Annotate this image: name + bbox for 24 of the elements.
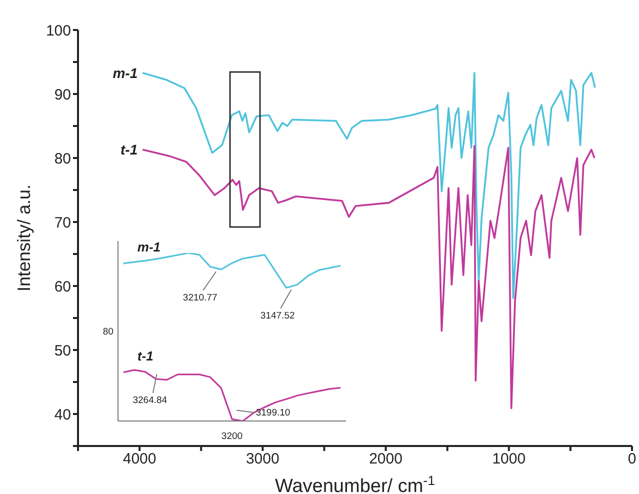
annotation: 3199.10 <box>256 408 290 419</box>
y-tick-label: 70 <box>54 214 71 232</box>
y-tick-label: 50 <box>54 342 71 360</box>
annotation: 3147.52 <box>260 310 295 322</box>
y-axis-title: Intensity/ a.u. <box>14 184 34 292</box>
y-tick-label: 40 <box>54 406 71 424</box>
x-tick-label: 3000 <box>246 450 280 468</box>
series-label: m-1 <box>112 64 138 81</box>
series-label: t-1 <box>137 348 154 364</box>
x-tick-label: 2000 <box>369 450 402 468</box>
y-tick-label: 80 <box>54 150 71 168</box>
x-tick-label: 0 <box>628 450 636 468</box>
y-tick-label: 90 <box>54 86 71 104</box>
series-label: t-1 <box>120 142 138 158</box>
y-tick-label: 60 <box>54 278 71 296</box>
y-tick-label: 100 <box>46 22 71 40</box>
annotation: 3264.84 <box>132 395 168 406</box>
annotation: 3200 <box>221 431 243 442</box>
x-tick-label: 4000 <box>122 450 156 468</box>
x-axis-title: Wavenumber/ cm$^{-1}$ <box>275 472 435 494</box>
series-label: m-1 <box>137 239 161 254</box>
annotation: 3210.77 <box>182 292 218 304</box>
annotation: 80 <box>102 326 114 338</box>
x-tick-label: 1000 <box>492 450 526 468</box>
